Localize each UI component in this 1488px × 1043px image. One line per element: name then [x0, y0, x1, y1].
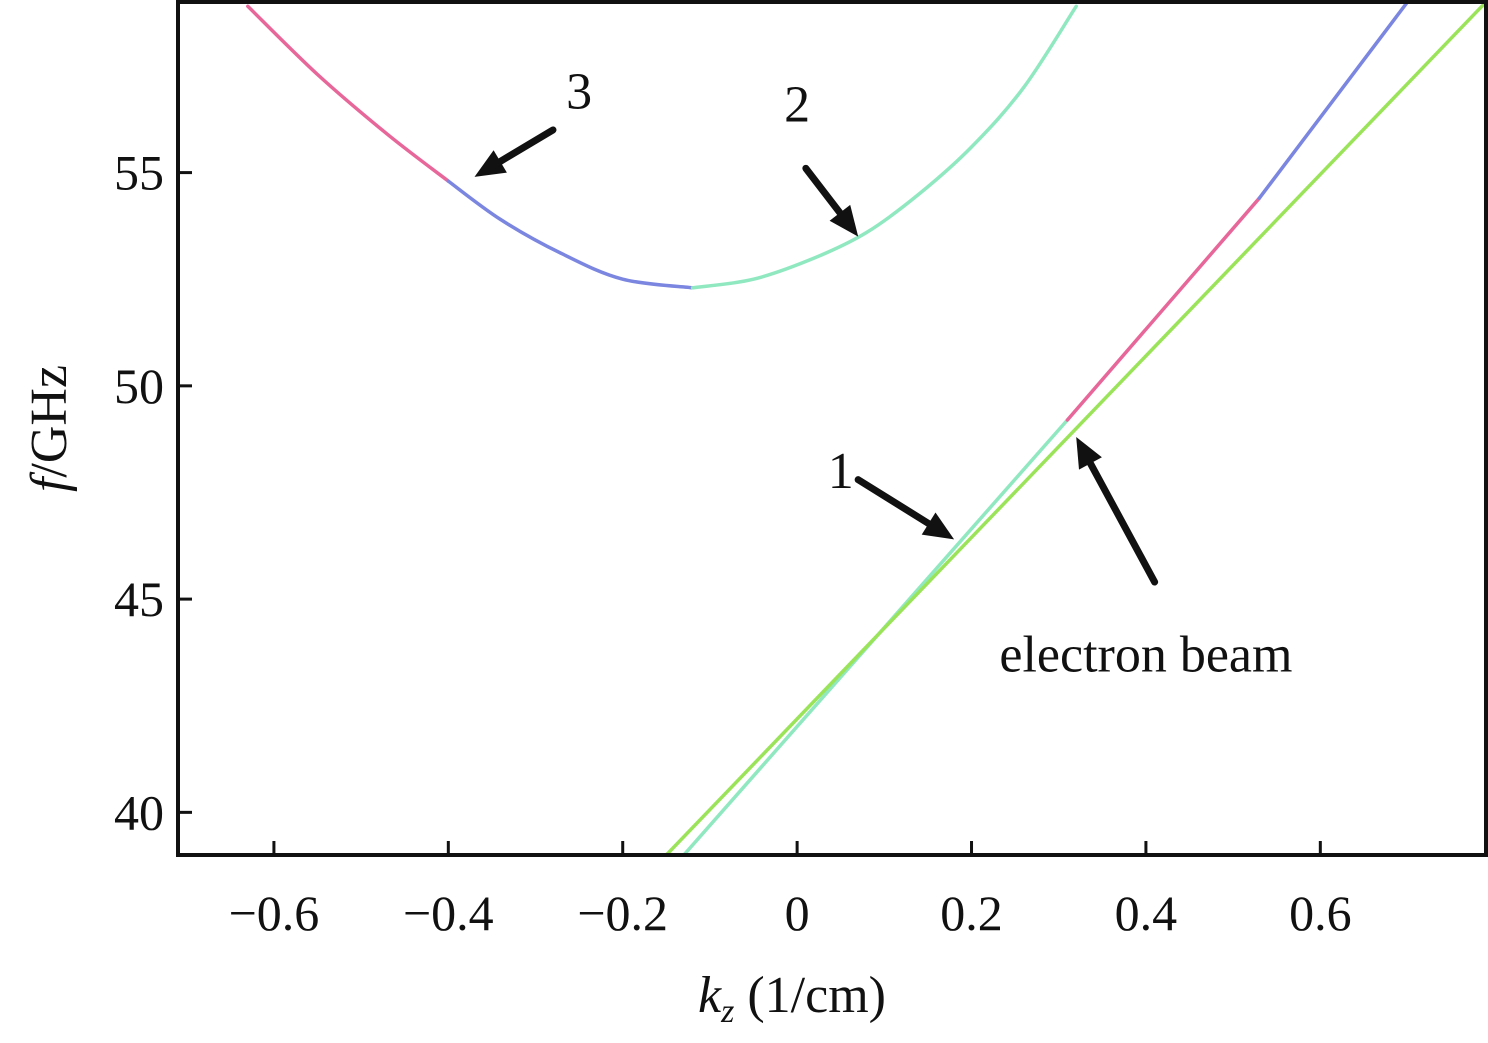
series-2-segment-3	[1257, 2, 1410, 200]
y-axis-label: f/GHz	[21, 365, 78, 492]
x-axis-label-unit: (1/cm)	[734, 967, 886, 1024]
annotation-label: 2	[784, 76, 810, 133]
annotation-2: 2	[784, 76, 859, 237]
annotation-label: 3	[566, 64, 592, 121]
annotation-label: electron beam	[999, 627, 1292, 684]
annotation-3: 3	[474, 64, 592, 177]
annotation-arrow-head	[829, 204, 859, 237]
annotation-arrow-shaft	[1086, 459, 1159, 586]
x-axis-label-sub: z	[720, 993, 734, 1030]
x-tick-label: 0	[785, 885, 810, 941]
curves-layer	[246, 2, 1486, 855]
annotations-layer: 1 2 3 electron beam	[474, 64, 1292, 684]
annotation-arrow-head	[474, 150, 507, 177]
x-tick-label: −0.2	[577, 885, 668, 941]
y-tick-label: 55	[114, 145, 164, 201]
y-axis-ticks: 40 45 50 55	[114, 145, 192, 840]
y-tick-label: 50	[114, 358, 164, 414]
x-tick-label: 0.6	[1289, 885, 1352, 941]
annotation-1: 1	[828, 443, 955, 540]
series-1	[246, 4, 1078, 290]
x-axis-label: kz (1/cm)	[698, 967, 886, 1030]
y-tick-label: 45	[114, 571, 164, 627]
annotation-arrow-shaft	[496, 126, 557, 165]
series-1-segment-3	[690, 4, 1078, 290]
annotation-arrow-head	[921, 512, 955, 540]
series-3	[664, 2, 1486, 855]
y-axis-label-rest: /GHz	[21, 365, 78, 478]
series-1-segment-2	[446, 179, 695, 290]
annotation-label: 1	[828, 443, 854, 500]
x-axis-ticks: −0.6 −0.4 −0.2 0 0.2 0.4 0.6	[229, 841, 1352, 941]
series-2-segment-2	[1065, 196, 1262, 422]
x-tick-label: 0.2	[940, 885, 1003, 941]
annotation-4: electron beam	[999, 437, 1292, 684]
series-1-segment-1	[246, 4, 451, 183]
series-3-segment-1	[664, 2, 1486, 855]
annotation-arrow-shaft	[854, 476, 933, 528]
annotation-arrow-head	[1076, 437, 1102, 470]
x-tick-label: 0.4	[1115, 885, 1178, 941]
y-tick-label: 40	[114, 784, 164, 840]
annotation-arrow-shaft	[802, 164, 844, 217]
plot-frame	[176, 0, 1488, 857]
x-tick-label: −0.4	[403, 885, 494, 941]
x-tick-label: −0.6	[229, 885, 320, 941]
x-axis-label-main: k	[698, 967, 722, 1024]
